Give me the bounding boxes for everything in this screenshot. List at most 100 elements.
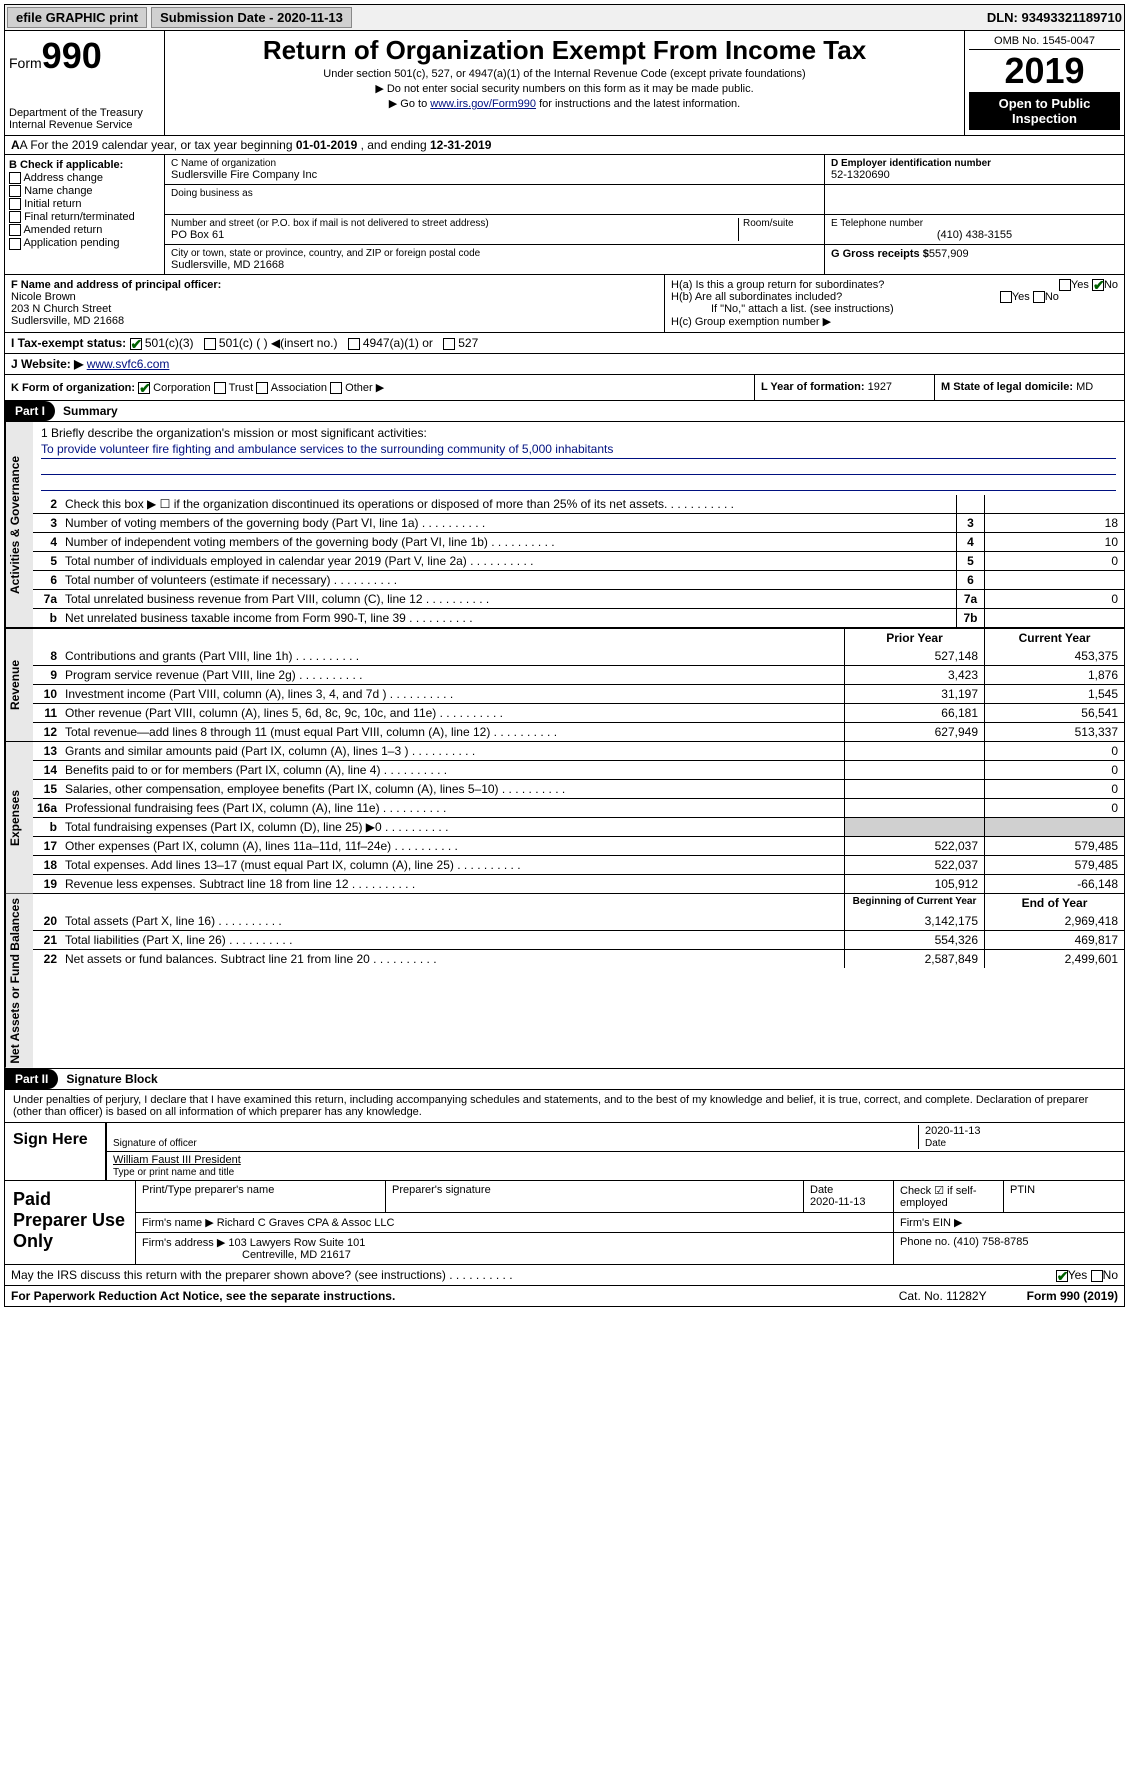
dln: DLN: 93493321189710	[987, 10, 1122, 25]
row-k-org-form: K Form of organization: Corporation Trus…	[5, 375, 754, 400]
vtab-revenue: Revenue	[5, 629, 33, 741]
sign-here-label: Sign Here	[5, 1123, 105, 1180]
part2-header: Part IISignature Block	[4, 1069, 1125, 1090]
row-a-tax-year: AA For the 2019 calendar year, or tax ye…	[4, 136, 1125, 155]
summary-line: 19Revenue less expenses. Subtract line 1…	[33, 874, 1124, 893]
summary-line: 9Program service revenue (Part VIII, lin…	[33, 665, 1124, 684]
cb-corp[interactable]	[138, 382, 150, 394]
prep-selfemp: Check ☑ if self-employed	[894, 1181, 1004, 1212]
vtab-expenses: Expenses	[5, 742, 33, 893]
officer-name: William Faust III PresidentType or print…	[113, 1154, 1118, 1178]
subtitle-1: Under section 501(c), 527, or 4947(a)(1)…	[173, 68, 956, 80]
submission-date: Submission Date - 2020-11-13	[151, 7, 352, 28]
col-headers-pycy: Revenue Prior Year Current Year 8Contrib…	[4, 628, 1125, 742]
open-inspection: Open to Public Inspection	[969, 92, 1120, 130]
summary-line: 2Check this box ▶ ☐ if the organization …	[33, 495, 1124, 513]
summary-line: 12Total revenue—add lines 8 through 11 (…	[33, 722, 1124, 741]
box-h: H(a) Is this a group return for subordin…	[664, 275, 1124, 332]
box-c-address: Number and street (or P.O. box if mail i…	[165, 215, 824, 244]
top-bar: efile GRAPHIC print Submission Date - 20…	[4, 4, 1125, 31]
box-c-city: City or town, state or province, country…	[165, 245, 824, 274]
form-title: Return of Organization Exempt From Incom…	[173, 35, 956, 66]
officer-sig[interactable]: Signature of officer	[113, 1125, 918, 1149]
summary-line: 3Number of voting members of the governi…	[33, 513, 1124, 532]
vtab-netassets: Net Assets or Fund Balances	[5, 894, 33, 1068]
omb-number: OMB No. 1545-0047	[969, 35, 1120, 50]
cb-app-pending[interactable]: Application pending	[9, 237, 160, 249]
cb-final-return[interactable]: Final return/terminated	[9, 211, 160, 223]
summary-line: 16aProfessional fundraising fees (Part I…	[33, 798, 1124, 817]
cb-527[interactable]	[443, 338, 455, 350]
prep-sig-hdr: Preparer's signature	[386, 1181, 804, 1212]
cb-discuss-yes[interactable]	[1056, 1270, 1068, 1282]
summary-line: 13Grants and similar amounts paid (Part …	[33, 742, 1124, 760]
cb-name-change[interactable]: Name change	[9, 185, 160, 197]
firm-name: Firm's name ▶ Richard C Graves CPA & Ass…	[136, 1213, 894, 1232]
paid-preparer-label: Paid Preparer Use Only	[5, 1181, 135, 1264]
box-c-name: C Name of organization Sudlersville Fire…	[165, 155, 824, 184]
summary-line: 22Net assets or fund balances. Subtract …	[33, 949, 1124, 968]
row-fh: F Name and address of principal officer:…	[4, 275, 1125, 333]
summary-line: 11Other revenue (Part VIII, column (A), …	[33, 703, 1124, 722]
firm-phone: Phone no. (410) 758-8785	[894, 1233, 1124, 1264]
summary-line: 14Benefits paid to or for members (Part …	[33, 760, 1124, 779]
footer: For Paperwork Reduction Act Notice, see …	[4, 1286, 1125, 1307]
summary-line: 5Total number of individuals employed in…	[33, 551, 1124, 570]
section-bcd: B Check if applicable: Address change Na…	[4, 155, 1125, 275]
summary-line: 17Other expenses (Part IX, column (A), l…	[33, 836, 1124, 855]
summary-line: 15Salaries, other compensation, employee…	[33, 779, 1124, 798]
cb-other[interactable]	[330, 382, 342, 394]
summary-line: 18Total expenses. Add lines 13–17 (must …	[33, 855, 1124, 874]
summary-line: bNet unrelated business taxable income f…	[33, 608, 1124, 627]
irs-label: Internal Revenue Service	[9, 119, 160, 131]
prep-name-hdr: Print/Type preparer's name	[136, 1181, 386, 1212]
row-klm: K Form of organization: Corporation Trus…	[4, 375, 1125, 401]
cb-initial-return[interactable]: Initial return	[9, 198, 160, 210]
box-d-ein: D Employer identification number 52-1320…	[824, 155, 1124, 184]
subtitle-3: ▶ Go to www.irs.gov/Form990 for instruct…	[173, 97, 956, 110]
summary-line: 21Total liabilities (Part X, line 26)554…	[33, 930, 1124, 949]
governance-section: Activities & Governance 1 Briefly descri…	[4, 422, 1125, 628]
summary-line: 10Investment income (Part VIII, column (…	[33, 684, 1124, 703]
cb-address-change[interactable]: Address change	[9, 172, 160, 184]
dept-treasury: Department of the Treasury	[9, 107, 160, 119]
subtitle-2: ▶ Do not enter social security numbers o…	[173, 82, 956, 95]
cb-discuss-no[interactable]	[1091, 1270, 1103, 1282]
mission-block: 1 Briefly describe the organization's mi…	[33, 422, 1124, 495]
irs-link[interactable]: www.irs.gov/Form990	[430, 98, 536, 110]
row-m-state: M State of legal domicile: MD	[934, 375, 1124, 400]
part1-header: Part ISummary	[4, 401, 1125, 422]
row-j-website: J Website: ▶ www.svfc6.com	[4, 354, 1125, 375]
summary-line: 7aTotal unrelated business revenue from …	[33, 589, 1124, 608]
firm-address: Firm's address ▶ 103 Lawyers Row Suite 1…	[136, 1233, 894, 1264]
box-f-officer: F Name and address of principal officer:…	[5, 275, 664, 332]
row-i-tax-status: I Tax-exempt status: 501(c)(3) 501(c) ( …	[4, 333, 1125, 354]
form-number: Form990	[9, 35, 160, 77]
summary-line: bTotal fundraising expenses (Part IX, co…	[33, 817, 1124, 836]
cb-assoc[interactable]	[256, 382, 268, 394]
form-header: Form990 Department of the Treasury Inter…	[4, 31, 1125, 136]
prep-ptin: PTIN	[1004, 1181, 1124, 1212]
expenses-section: Expenses 13Grants and similar amounts pa…	[4, 742, 1125, 894]
summary-line: 4Number of independent voting members of…	[33, 532, 1124, 551]
cb-amended[interactable]: Amended return	[9, 224, 160, 236]
website-link[interactable]: www.svfc6.com	[87, 357, 170, 371]
vtab-governance: Activities & Governance	[5, 422, 33, 627]
box-e-phone: E Telephone number (410) 438-3155	[824, 215, 1124, 244]
discuss-row: May the IRS discuss this return with the…	[4, 1265, 1125, 1286]
signature-block: Under penalties of perjury, I declare th…	[4, 1090, 1125, 1265]
cb-trust[interactable]	[214, 382, 226, 394]
perjury-text: Under penalties of perjury, I declare th…	[5, 1090, 1124, 1122]
cb-4947[interactable]	[348, 338, 360, 350]
sig-date: 2020-11-13Date	[918, 1125, 1118, 1149]
prep-date: Date2020-11-13	[804, 1181, 894, 1212]
netassets-section: Net Assets or Fund Balances Beginning of…	[4, 894, 1125, 1069]
cb-501c[interactable]	[204, 338, 216, 350]
summary-line: 8Contributions and grants (Part VIII, li…	[33, 647, 1124, 665]
efile-btn[interactable]: efile GRAPHIC print	[7, 7, 147, 28]
firm-ein: Firm's EIN ▶	[894, 1213, 1124, 1232]
cb-501c3[interactable]	[130, 338, 142, 350]
box-c-dba: Doing business as	[165, 185, 824, 214]
summary-line: 20Total assets (Part X, line 16)3,142,17…	[33, 912, 1124, 930]
tax-year: 2019	[969, 50, 1120, 92]
